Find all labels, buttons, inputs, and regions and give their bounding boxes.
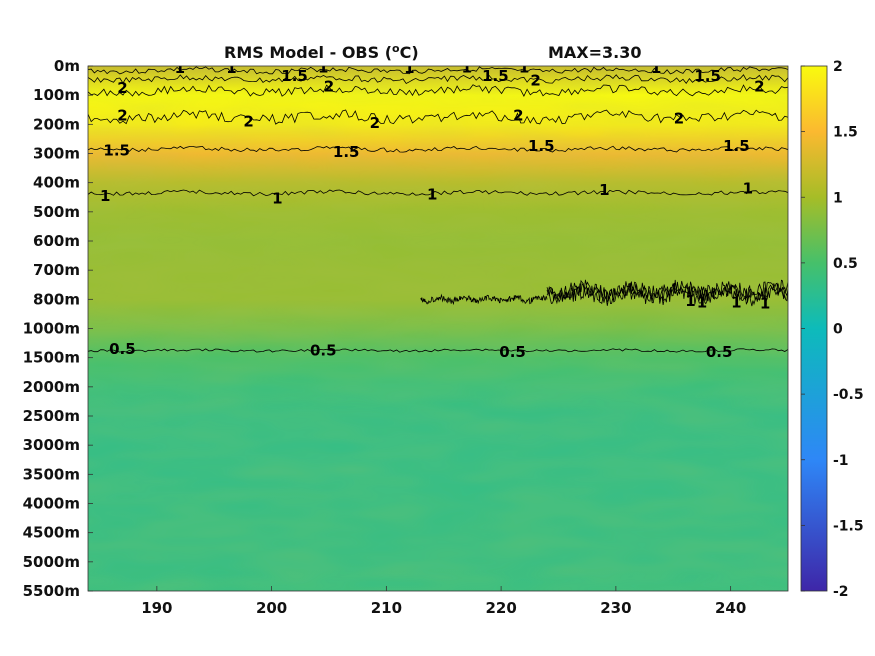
y-tick-label: 5500m <box>23 582 80 600</box>
contour-line <box>88 348 788 353</box>
contour-label: 2 <box>117 107 127 125</box>
x-tick-label: 220 <box>485 599 516 617</box>
x-axis-ticks: 190 200 210 220 230 240 <box>141 586 746 617</box>
x-tick-label: 230 <box>600 599 631 617</box>
contour-label: 1 <box>461 58 471 76</box>
contour-label: 1 <box>175 59 185 77</box>
contour-label: 1.5 <box>103 142 130 160</box>
chart-title: RMS Model - OBS (oC) <box>224 42 419 62</box>
contour-label: 1.5 <box>528 137 555 155</box>
y-tick-label: 600m <box>33 232 80 250</box>
title-unit-end: C) <box>400 43 419 62</box>
contour-label: 2 <box>370 114 380 132</box>
y-tick-label: 0m <box>54 57 80 75</box>
contour-label: 1 <box>685 292 695 310</box>
contour-label: 1.5 <box>482 67 509 85</box>
contour-line <box>88 74 788 85</box>
y-tick-label: 1000m <box>23 320 80 338</box>
colorbar-tick-label: 0 <box>833 322 843 338</box>
heatmap-plot-area: 1 1 1.5 1 1 1 1.5 1 1 1.52 2 2 22 2 2 2 21.5 1.5 1.5 1.51 1 1… <box>88 58 788 591</box>
y-tick-label: 800m <box>33 290 80 308</box>
contour-label: 1.5 <box>694 67 721 85</box>
x-tick-label: 200 <box>256 599 287 617</box>
contour-label: 2 <box>324 77 334 95</box>
contour-label: 2 <box>674 110 684 128</box>
y-tick-label: 500m <box>33 203 80 221</box>
y-tick-label: 4000m <box>23 495 80 513</box>
contour-line <box>420 293 548 306</box>
colorbar-tick-label: -1.5 <box>833 518 864 534</box>
contour-line <box>88 109 788 125</box>
contour-label: 2 <box>754 77 764 95</box>
contour-label: 1.5 <box>723 137 750 155</box>
y-tick-label: 3000m <box>23 436 80 454</box>
contour-label: 0.5 <box>706 343 733 361</box>
contour-label: 1 <box>599 181 609 199</box>
contour-label: 1 <box>226 59 236 77</box>
x-tick-label: 210 <box>371 599 402 617</box>
y-tick-label: 100m <box>33 86 80 104</box>
contour-label: 1 <box>731 293 741 311</box>
y-tick-label: 400m <box>33 174 80 192</box>
colorbar-scale <box>800 65 828 592</box>
colorbar-tick-label: 1.5 <box>833 125 858 141</box>
contour-label: 1 <box>651 59 661 77</box>
y-tick-label: 300m <box>33 145 80 163</box>
y-tick-label: 200m <box>33 115 80 133</box>
x-tick-label: 190 <box>141 599 172 617</box>
x-tick-label: 240 <box>715 599 746 617</box>
title-unit-sup: o <box>392 42 400 55</box>
colorbar-tick-label: -2 <box>833 584 849 600</box>
contour-label: 0.5 <box>499 343 526 361</box>
contour-label: 1.5 <box>281 67 308 85</box>
contour-label: 1 <box>272 190 282 208</box>
y-tick-label: 2500m <box>23 407 80 425</box>
colorbar-tick-label: 2 <box>833 59 843 75</box>
contour-label: 2 <box>530 72 540 90</box>
contour-label: 1 <box>743 180 753 198</box>
y-tick-label: 3500m <box>23 465 80 483</box>
colorbar: 2 1.5 1 0.5 0 -0.5 -1 -1.5 -2 <box>800 59 864 600</box>
colorbar-tick-label: -1 <box>833 453 849 469</box>
contour-label: 1 <box>100 187 110 205</box>
contour-label: 1.5 <box>333 143 360 161</box>
contour-line <box>88 145 788 153</box>
y-tick-label: 700m <box>33 261 80 279</box>
heatmap-texture <box>88 66 788 591</box>
y-axis-ticks: 0m 100m 200m 300m 400m 500m 600m 700m 800m 1000m 1… <box>23 57 93 600</box>
colorbar-ticks: 2 1.5 1 0.5 0 -0.5 -1 -1.5 -2 <box>801 59 864 600</box>
contour-label: 1 <box>519 58 529 76</box>
max-label: MAX=3.30 <box>548 43 642 62</box>
title-main: RMS Model - OBS ( <box>224 43 392 62</box>
contour-label: 1 <box>318 58 328 76</box>
contour-label: 2 <box>513 107 523 125</box>
y-tick-label: 2000m <box>23 378 80 396</box>
contour-line <box>88 189 788 197</box>
contour-label: 0.5 <box>310 341 337 359</box>
contour-line <box>546 279 788 300</box>
contour-label: 1 <box>760 295 770 313</box>
contour-line <box>546 285 788 307</box>
colorbar-tick-label: 0.5 <box>833 256 858 272</box>
y-tick-label: 4500m <box>23 524 80 542</box>
contour-label: 2 <box>243 112 253 130</box>
contour-line <box>88 84 788 98</box>
contour-label: 2 <box>117 79 127 97</box>
colorbar-tick-label: 1 <box>833 190 843 206</box>
contour-labels: 1 1 1.5 1 1 1 1.5 1 1 1.52 2 2 22 2 2 2 21.5 1.5 1.5 1.51 1 1… <box>100 58 770 361</box>
contour-label: 1 <box>404 59 414 77</box>
contour-label: 1 <box>697 293 707 311</box>
contour-line <box>88 66 788 75</box>
contour-lines <box>88 66 788 353</box>
contour-label: 0.5 <box>109 340 136 358</box>
y-tick-label: 5000m <box>23 553 80 571</box>
contour-label: 1 <box>427 185 437 203</box>
colorbar-tick-label: -0.5 <box>833 387 864 403</box>
y-tick-label: 1500m <box>23 349 80 367</box>
